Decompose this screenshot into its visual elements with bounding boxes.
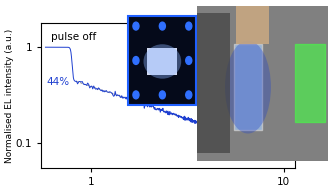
Text: pulse off: pulse off	[51, 32, 96, 42]
Text: 44%: 44%	[46, 77, 69, 87]
Bar	[197, 13, 230, 153]
Circle shape	[159, 22, 165, 30]
Circle shape	[186, 91, 192, 99]
Circle shape	[133, 22, 139, 30]
Circle shape	[133, 57, 139, 64]
Circle shape	[186, 22, 192, 30]
Ellipse shape	[144, 44, 181, 79]
Bar	[147, 48, 177, 75]
Bar	[236, 6, 269, 44]
Circle shape	[186, 57, 192, 64]
Y-axis label: Normalised EL intensity (a.u.): Normalised EL intensity (a.u.)	[5, 28, 14, 163]
Bar	[234, 44, 262, 130]
Circle shape	[159, 91, 165, 99]
Circle shape	[133, 91, 139, 99]
Ellipse shape	[225, 41, 271, 133]
